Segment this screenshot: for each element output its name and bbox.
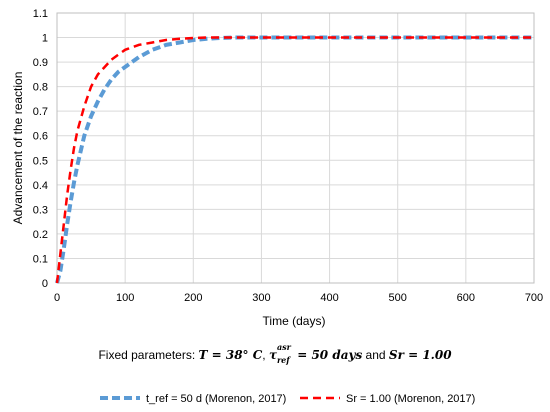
y-tick-label: 0.5 [33,155,48,167]
tau-subscript: ref [276,355,290,365]
y-tick-label: 0.2 [33,229,48,241]
x-tick-label: 700 [525,292,543,304]
x-axis-title: Time (days) [263,314,326,328]
y-tick-label: 0.1 [33,253,48,265]
y-tick-labels: 0 0.1 0.2 0.3 0.4 0.5 0.6 0.7 0.8 0.9 1 1.1 [33,8,48,290]
saturation-value: Sr = 1.00 [388,348,452,362]
x-tick-label: 200 [184,292,202,304]
series-lines [55,35,534,284]
tau-superscript: asr [276,342,291,352]
fixed-parameters-label: Fixed parameters: [98,348,199,362]
tau-base: τ [268,348,278,362]
y-tick-label: 0 [42,278,48,290]
plot-border [56,12,535,284]
legend-label-2: Sr = 1.00 (Morenon, 2017) [346,393,475,405]
legend: t_ref = 50 d (Morenon, 2017) Sr = 1.00 (M… [100,393,475,405]
legend-label-1: t_ref = 50 d (Morenon, 2017) [146,393,286,405]
y-tick-label: 1 [42,33,48,45]
series-line-2 [55,36,534,284]
x-tick-label: 300 [252,292,270,304]
y-tick-label: 0.6 [33,131,48,143]
y-tick-label: 1.1 [33,8,48,20]
x-tick-label: 100 [116,292,134,304]
y-tick-label: 0.3 [33,204,48,216]
temperature-value: T = 38° C [198,348,263,362]
fixed-parameters-caption: Fixed parameters: T = 38° C, τ asr ref = 5… [0,342,550,365]
x-tick-labels: 0 100 200 300 400 500 600 700 [54,292,543,304]
plot-frame [56,12,535,284]
x-tick-label: 400 [320,292,338,304]
y-tick-label: 0.7 [33,106,48,118]
y-tick-label: 0.8 [33,82,48,94]
and-word: and [362,348,389,362]
y-axis-title: Advancement of the reaction [11,72,25,225]
x-tick-label: 600 [457,292,475,304]
series-line-1 [55,35,534,284]
x-tick-label: 500 [389,292,407,304]
tau-value: = 50 days [293,348,363,362]
y-tick-label: 0.9 [33,57,48,69]
separator: , [262,348,269,362]
tau-symbol: τ asr ref [268,342,293,365]
x-tick-label: 0 [54,292,60,304]
y-tick-label: 0.4 [33,180,48,192]
grid-lines [56,12,535,284]
